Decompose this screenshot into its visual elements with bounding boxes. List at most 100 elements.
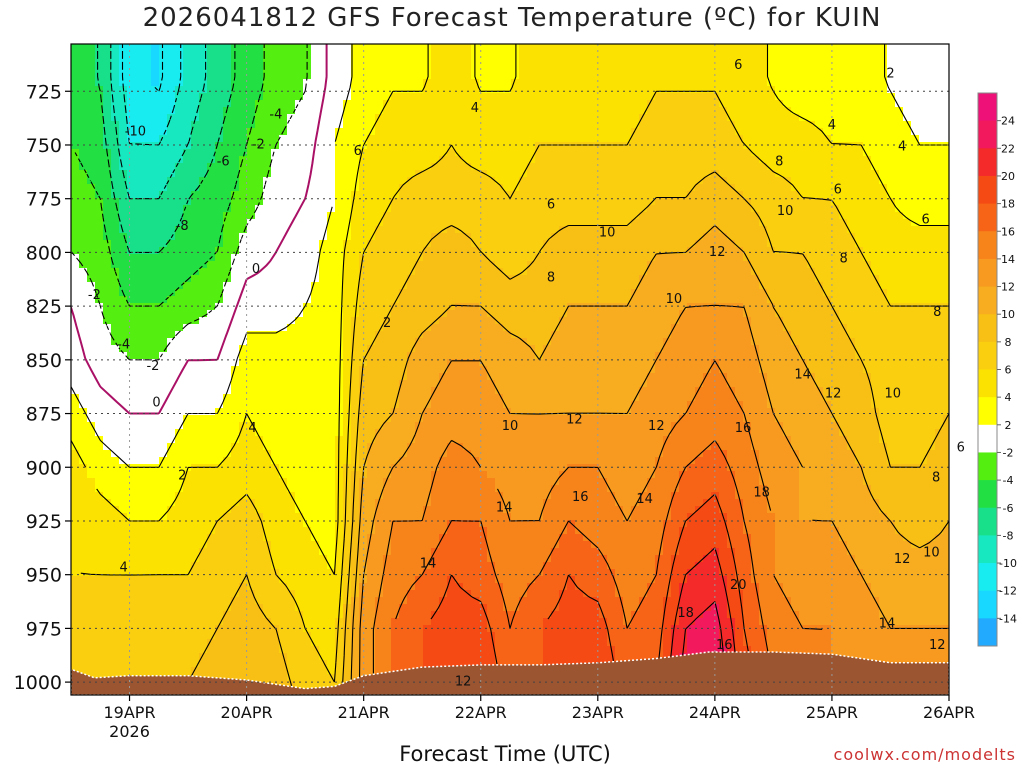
temperature-cell bbox=[239, 548, 248, 556]
temperature-cell bbox=[423, 583, 432, 591]
temperature-cell bbox=[79, 527, 88, 535]
temperature-cell bbox=[119, 149, 128, 157]
temperature-cell bbox=[247, 471, 256, 479]
temperature-cell bbox=[367, 604, 376, 612]
temperature-cell bbox=[167, 107, 176, 115]
temperature-cell bbox=[471, 177, 480, 185]
temperature-cell bbox=[143, 646, 152, 654]
temperature-cell bbox=[423, 310, 432, 318]
temperature-cell bbox=[303, 338, 312, 346]
temperature-cell bbox=[343, 324, 352, 332]
temperature-cell bbox=[159, 373, 168, 381]
temperature-cell bbox=[431, 639, 440, 647]
temperature-cell bbox=[87, 212, 96, 220]
temperature-cell bbox=[383, 534, 392, 542]
temperature-cell bbox=[391, 506, 400, 514]
temperature-cell bbox=[343, 485, 352, 493]
temperature-cell bbox=[191, 163, 200, 171]
temperature-cell bbox=[95, 261, 104, 269]
temperature-cell bbox=[495, 457, 504, 465]
temperature-cell bbox=[191, 513, 200, 521]
temperature-cell bbox=[247, 415, 256, 423]
temperature-cell bbox=[391, 569, 400, 577]
temperature-cell bbox=[383, 646, 392, 654]
temperature-cell bbox=[415, 191, 424, 199]
temperature-cell bbox=[247, 429, 256, 437]
temperature-cell bbox=[407, 387, 416, 395]
temperature-cell bbox=[311, 72, 320, 80]
temperature-cell bbox=[479, 268, 488, 276]
temperature-cell bbox=[231, 310, 240, 318]
temperature-cell bbox=[151, 555, 160, 563]
temperature-cell bbox=[231, 233, 240, 241]
temperature-cell bbox=[287, 464, 296, 472]
temperature-cell bbox=[223, 128, 232, 136]
temperature-cell bbox=[239, 457, 248, 465]
temperature-cell bbox=[263, 240, 272, 248]
temperature-cell bbox=[151, 667, 160, 675]
temperature-cell bbox=[247, 338, 256, 346]
temperature-cell bbox=[399, 275, 408, 283]
temperature-cell bbox=[375, 478, 384, 486]
temperature-cell bbox=[111, 583, 120, 591]
temperature-cell bbox=[231, 240, 240, 248]
temperature-cell bbox=[455, 380, 464, 388]
temperature-cell bbox=[135, 163, 144, 171]
temperature-cell bbox=[367, 317, 376, 325]
temperature-cell bbox=[303, 625, 312, 633]
temperature-cell bbox=[119, 597, 128, 605]
temperature-cell bbox=[103, 114, 112, 122]
temperature-cell bbox=[207, 170, 216, 178]
temperature-cell bbox=[335, 72, 344, 80]
temperature-cell bbox=[479, 289, 488, 297]
temperature-cell bbox=[359, 51, 368, 59]
temperature-cell bbox=[439, 604, 448, 612]
temperature-cell bbox=[335, 65, 344, 73]
temperature-cell bbox=[479, 163, 488, 171]
temperature-field bbox=[71, 44, 949, 695]
temperature-cell bbox=[415, 443, 424, 451]
temperature-cell bbox=[327, 506, 336, 514]
temperature-cell bbox=[183, 149, 192, 157]
temperature-cell bbox=[223, 149, 232, 157]
temperature-cell bbox=[287, 646, 296, 654]
temperature-cell bbox=[367, 191, 376, 199]
temperature-cell bbox=[495, 345, 504, 353]
temperature-cell bbox=[279, 156, 288, 164]
temperature-cell bbox=[295, 254, 304, 262]
temperature-cell bbox=[247, 317, 256, 325]
temperature-cell bbox=[127, 254, 136, 262]
temperature-cell bbox=[351, 65, 360, 73]
temperature-cell bbox=[199, 198, 208, 206]
temperature-cell bbox=[391, 240, 400, 248]
temperature-cell bbox=[391, 555, 400, 563]
temperature-cell bbox=[87, 296, 96, 304]
temperature-cell bbox=[407, 478, 416, 486]
temperature-cell bbox=[247, 590, 256, 598]
temperature-cell bbox=[199, 135, 208, 143]
temperature-cell bbox=[351, 296, 360, 304]
temperature-cell bbox=[351, 79, 360, 87]
temperature-cell bbox=[303, 107, 312, 115]
temperature-cell bbox=[271, 177, 280, 185]
temperature-cell bbox=[359, 93, 368, 101]
temperature-cell bbox=[319, 555, 328, 563]
temperature-cell bbox=[103, 450, 112, 458]
temperature-cell bbox=[127, 373, 136, 381]
temperature-cell bbox=[71, 191, 80, 199]
temperature-cell bbox=[471, 429, 480, 437]
temperature-cell bbox=[135, 513, 144, 521]
temperature-cell bbox=[263, 436, 272, 444]
temperature-cell bbox=[327, 450, 336, 458]
temperature-cell bbox=[439, 436, 448, 444]
temperature-cell bbox=[103, 58, 112, 66]
temperature-cell bbox=[271, 527, 280, 535]
temperature-cell bbox=[255, 324, 264, 332]
temperature-cell bbox=[431, 219, 440, 227]
temperature-cell bbox=[383, 541, 392, 549]
temperature-cell bbox=[463, 86, 472, 94]
temperature-cell bbox=[319, 79, 328, 87]
temperature-cell bbox=[423, 79, 432, 87]
temperature-cell bbox=[391, 303, 400, 311]
temperature-cell bbox=[223, 100, 232, 108]
